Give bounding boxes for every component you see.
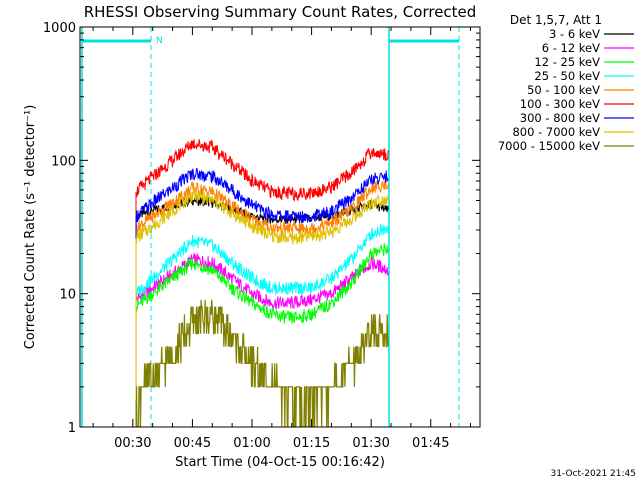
y-tick-label: 100 bbox=[51, 154, 76, 169]
legend-entry-label: 100 - 300 keV bbox=[520, 97, 600, 111]
series-line bbox=[135, 243, 389, 324]
axes: 1 10 100 1000 00:30 00:45 01:00 01:15 01:30 01:45 bbox=[43, 21, 480, 451]
series-line bbox=[135, 299, 389, 427]
x-tick-label: 00:30 bbox=[114, 436, 151, 451]
legend-entry-label: 7000 - 15000 keV bbox=[498, 139, 600, 153]
legend-entry-label: 50 - 100 keV bbox=[527, 83, 600, 97]
x-tick-label: 01:30 bbox=[352, 436, 389, 451]
series-group bbox=[135, 139, 389, 427]
series-2 bbox=[135, 243, 389, 427]
series-line bbox=[135, 180, 389, 236]
y-axis-label: Corrected Count Rate (s⁻¹ detector⁻¹) bbox=[23, 105, 38, 350]
night-label: N bbox=[156, 36, 163, 46]
legend-entry-label: 3 - 6 keV bbox=[549, 27, 600, 41]
series-line bbox=[135, 252, 389, 311]
series-line bbox=[135, 139, 389, 202]
chart-title: RHESSI Observing Summary Count Rates, Co… bbox=[84, 3, 477, 21]
x-tick-label: 01:00 bbox=[233, 436, 270, 451]
y-tick-label: 10 bbox=[59, 288, 76, 303]
timestamp: 31-Oct-2021 21:45 bbox=[551, 469, 636, 479]
orbit-markers bbox=[81, 27, 460, 427]
legend-entry-label: 12 - 25 keV bbox=[534, 55, 600, 69]
legend-header: Det 1,5,7, Att 1 bbox=[510, 13, 602, 27]
legend-entry-label: 300 - 800 keV bbox=[520, 111, 600, 125]
series-3 bbox=[135, 223, 389, 427]
x-axis-label: Start Time (04-Oct-15 00:16:42) bbox=[175, 455, 385, 470]
legend-entry-label: 800 - 7000 keV bbox=[512, 125, 600, 139]
plot-frame bbox=[79, 26, 481, 428]
series-line bbox=[135, 223, 389, 297]
series-8 bbox=[135, 299, 389, 427]
legend-entry-label: 6 - 12 keV bbox=[542, 41, 600, 55]
x-tick-label: 00:45 bbox=[174, 436, 211, 451]
series-line bbox=[135, 187, 389, 245]
y-tick-label: 1000 bbox=[43, 21, 76, 36]
y-tick-label: 1 bbox=[68, 421, 76, 436]
x-tick-label: 01:15 bbox=[293, 436, 330, 451]
x-tick-label: 01:45 bbox=[412, 436, 449, 451]
legend-entry-label: 25 - 50 keV bbox=[534, 69, 600, 83]
series-line bbox=[135, 167, 389, 223]
